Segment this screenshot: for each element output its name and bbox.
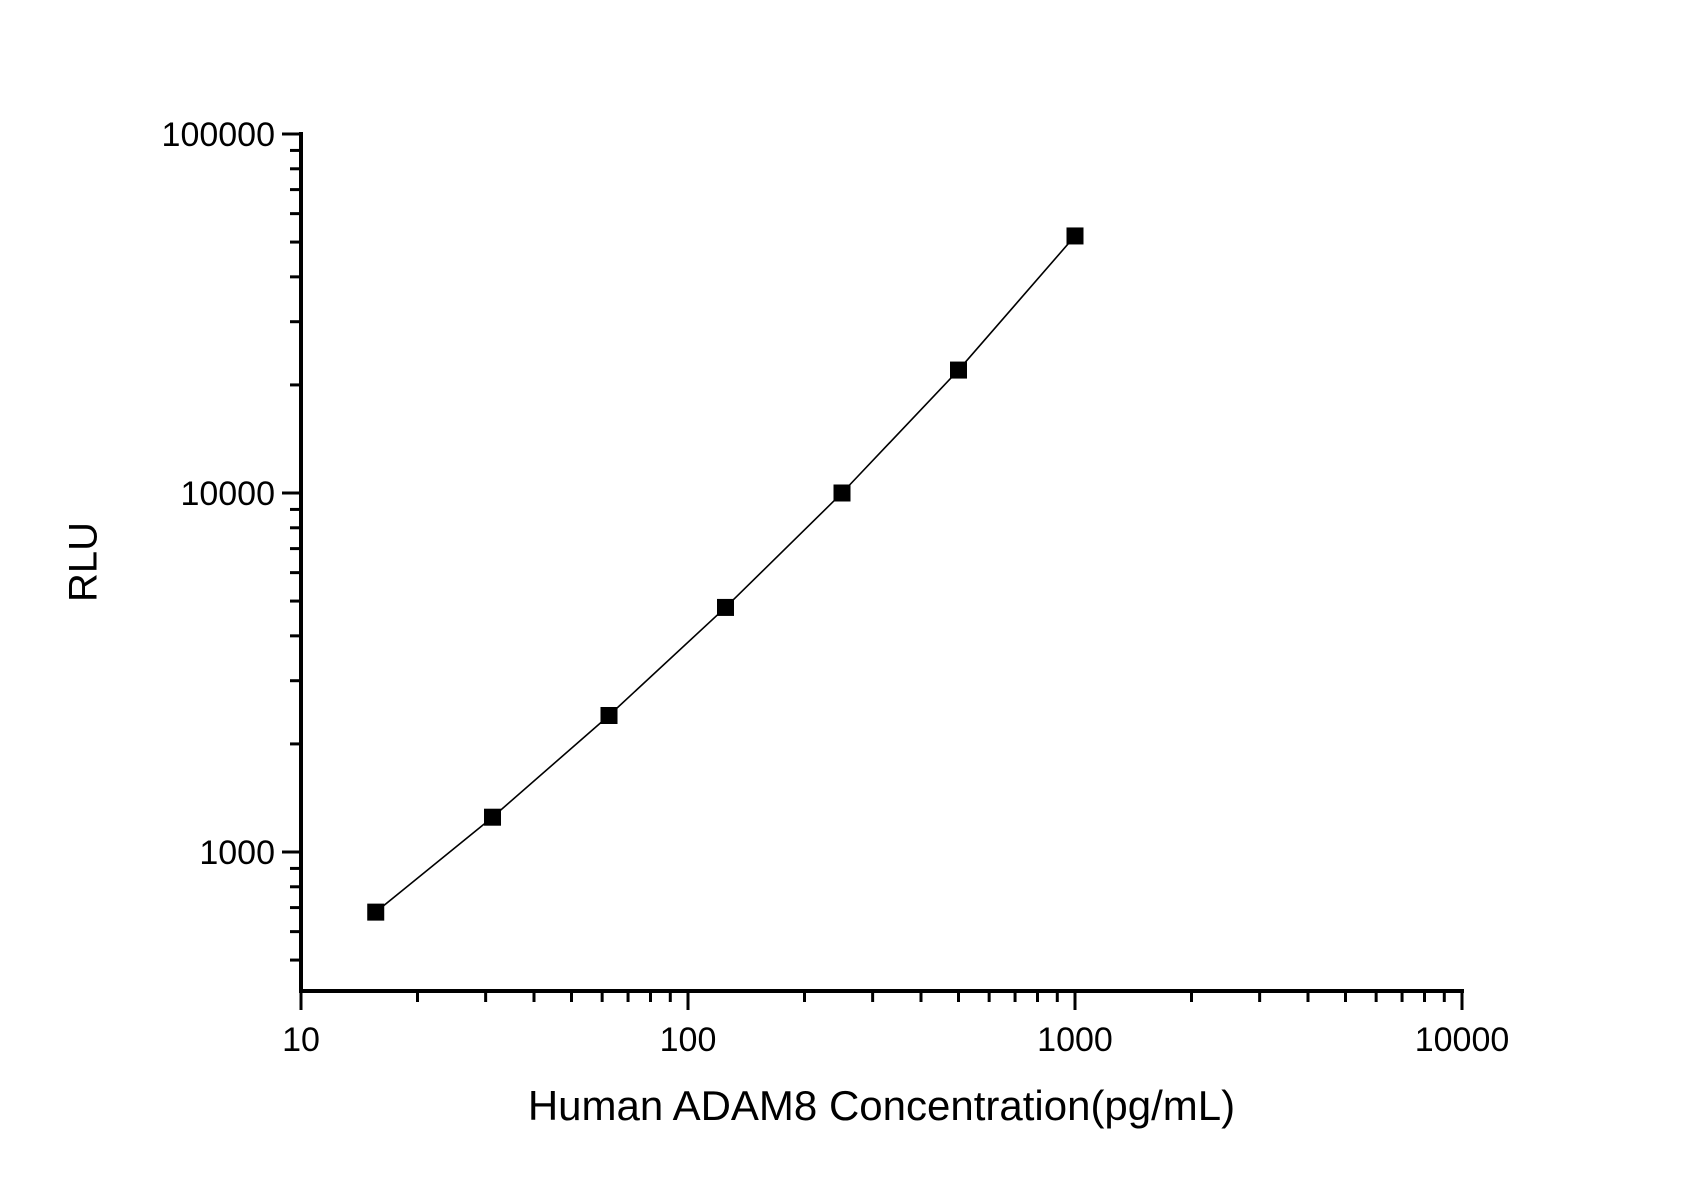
x-axis-title: Human ADAM8 Concentration(pg/mL): [527, 1082, 1236, 1129]
data-point: [484, 808, 502, 826]
x-tick-label: 100: [660, 1021, 717, 1059]
x-tick-label: 1000: [1037, 1021, 1113, 1059]
x-tick-label: 10: [282, 1021, 320, 1059]
y-axis-title: RLU: [61, 521, 106, 603]
data-point: [367, 903, 385, 921]
data-point: [600, 706, 618, 724]
data-point: [717, 598, 735, 616]
series-line: [375, 235, 1076, 913]
data-point: [950, 361, 968, 379]
data-point: [1066, 227, 1084, 245]
y-tick-label: 1000: [199, 834, 275, 872]
y-tick-label: 10000: [180, 475, 275, 513]
y-tick-label: 100000: [162, 116, 275, 154]
x-tick-label: 10000: [1415, 1021, 1510, 1059]
data-point: [833, 484, 851, 502]
